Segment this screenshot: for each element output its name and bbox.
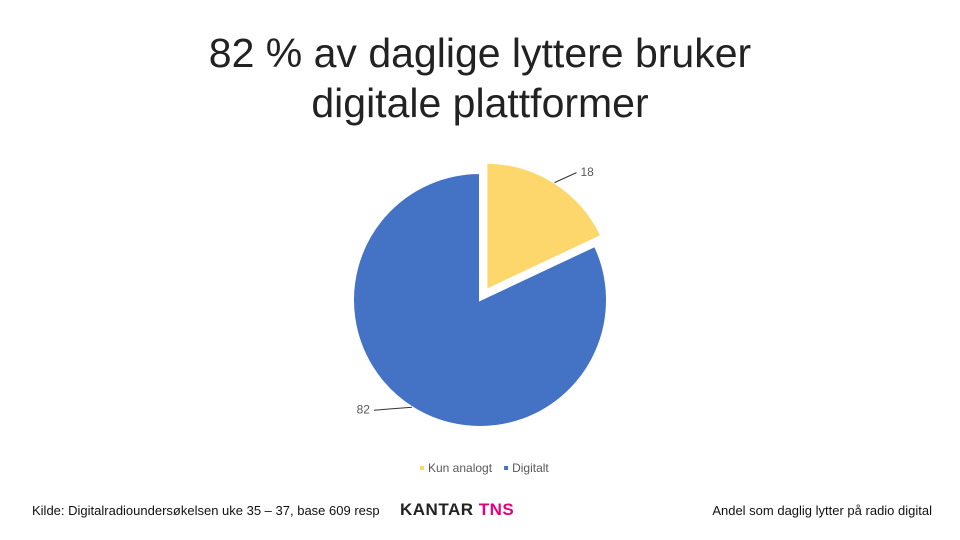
leader-line bbox=[554, 172, 577, 184]
legend-marker bbox=[420, 466, 424, 470]
source-note: Kilde: Digitalradioundersøkelsen uke 35 … bbox=[32, 503, 380, 518]
legend-marker bbox=[504, 466, 509, 470]
data-label: 18 bbox=[580, 165, 594, 179]
legend-label: Kun analogt bbox=[428, 461, 493, 475]
chart-title: 82 % av daglige lyttere bruker digitale … bbox=[208, 30, 752, 126]
data-label: 82 bbox=[357, 402, 371, 416]
logo-text: KANTAR bbox=[400, 500, 474, 519]
footnote: Andel som daglig lytter på radio digital bbox=[712, 503, 932, 518]
leader-line bbox=[373, 406, 412, 411]
logo-text: TNS bbox=[478, 500, 515, 519]
legend-label: Digitalt bbox=[512, 461, 549, 475]
logo: KANTAR TNS bbox=[400, 500, 514, 520]
